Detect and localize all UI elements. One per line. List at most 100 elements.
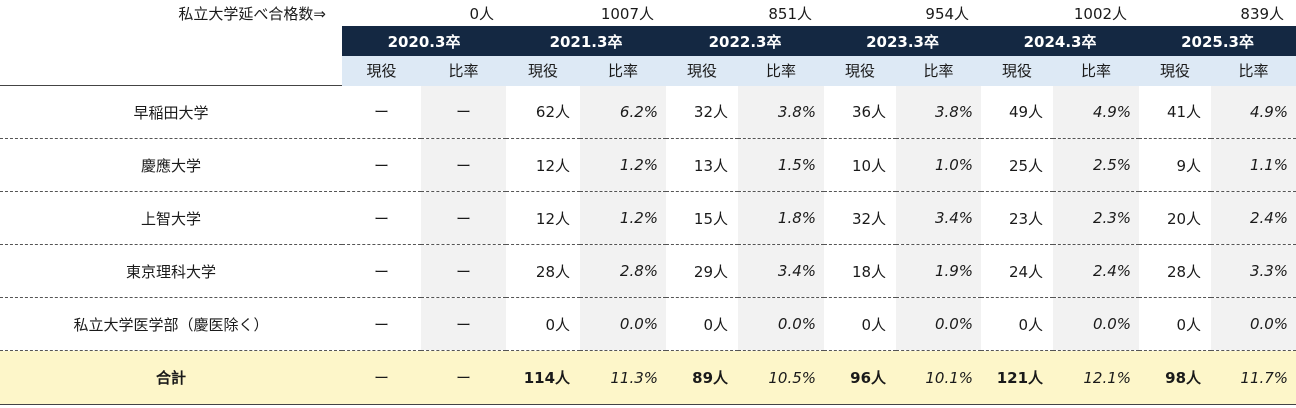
ratio-cell: 1.8%	[738, 191, 825, 245]
ratio-cell: 2.4%	[1053, 244, 1140, 298]
ratio-cell: 1.1%	[1211, 138, 1296, 192]
current-cell: ー	[342, 244, 421, 298]
table-row: 私立大学医学部（慶医除く） ー ー 0人 0.0% 0人 0.0% 0人 0.0…	[0, 297, 1296, 351]
current-cell: 12人	[506, 138, 581, 192]
ratio-cell: 0.0%	[738, 297, 825, 351]
total-current-cell: 96人	[824, 350, 897, 405]
count-2021: 1007人	[600, 4, 655, 23]
sub-header-current: 現役	[666, 56, 739, 86]
total-current-cell: 98人	[1139, 350, 1212, 405]
year-header: 2025.3卒	[1139, 26, 1296, 56]
ratio-cell: 2.8%	[580, 244, 667, 298]
table-row: 上智大学 ー ー 12人 1.2% 15人 1.8% 32人 3.4% 23人 …	[0, 191, 1296, 245]
current-cell: ー	[342, 297, 421, 351]
ratio-cell: ー	[421, 297, 507, 351]
total-current-cell: 114人	[506, 350, 581, 405]
ratio-cell: 1.9%	[896, 244, 982, 298]
ratio-cell: 3.8%	[896, 85, 982, 139]
sub-header-current: 現役	[1139, 56, 1212, 86]
current-cell: 25人	[981, 138, 1054, 192]
year-header-row: 2020.3卒 2021.3卒 2022.3卒 2023.3卒 2024.3卒 …	[0, 26, 1296, 56]
current-cell: 0人	[666, 297, 739, 351]
total-current-cell: 121人	[981, 350, 1054, 405]
year-header: 2022.3卒	[666, 26, 825, 56]
year-header: 2023.3卒	[824, 26, 982, 56]
ratio-cell: 1.0%	[896, 138, 982, 192]
ratio-cell: ー	[421, 244, 507, 298]
sub-header-ratio: 比率	[1211, 56, 1296, 86]
current-cell: ー	[342, 85, 421, 139]
sub-header-ratio: 比率	[896, 56, 982, 86]
count-2024: 1002人	[1073, 4, 1128, 23]
ratio-cell: 2.4%	[1211, 191, 1296, 245]
ratio-cell: 2.5%	[1053, 138, 1140, 192]
current-cell: 15人	[666, 191, 739, 245]
current-cell: 9人	[1139, 138, 1212, 192]
ratio-cell: 0.0%	[1211, 297, 1296, 351]
ratio-cell: ー	[421, 85, 507, 139]
ratio-cell: 1.2%	[580, 138, 667, 192]
sub-header-current: 現役	[506, 56, 581, 86]
current-cell: 41人	[1139, 85, 1212, 139]
current-cell: 12人	[506, 191, 581, 245]
total-ratio-cell: 10.1%	[896, 350, 982, 405]
count-2022: 851人	[768, 4, 813, 23]
count-2020: 0人	[469, 4, 495, 23]
year-header: 2020.3卒	[342, 26, 507, 56]
ratio-cell: 1.5%	[738, 138, 825, 192]
current-cell: ー	[342, 191, 421, 245]
sub-header-row: 現役 比率 現役 比率 現役 比率 現役 比率 現役 比率 現役 比率	[0, 56, 1296, 86]
table-row: 早稲田大学 ー ー 62人 6.2% 32人 3.8% 36人 3.8% 49人…	[0, 85, 1296, 139]
total-ratio-cell: ー	[421, 350, 507, 405]
total-ratio-cell: 12.1%	[1053, 350, 1140, 405]
ratio-cell: 3.3%	[1211, 244, 1296, 298]
sub-header-ratio: 比率	[1053, 56, 1140, 86]
current-cell: 10人	[824, 138, 897, 192]
ratio-cell: 4.9%	[1211, 85, 1296, 139]
ratio-cell: 0.0%	[1053, 297, 1140, 351]
count-2023: 954人	[925, 4, 970, 23]
table-row: 東京理科大学 ー ー 28人 2.8% 29人 3.4% 18人 1.9% 24…	[0, 244, 1296, 298]
year-header: 2021.3卒	[506, 26, 667, 56]
count-2025: 839人	[1240, 4, 1285, 23]
counts-row: 私立大学延べ合格数⇒ 0人 1007人 851人 954人 1002人 839人	[0, 0, 1296, 26]
ratio-cell: 6.2%	[580, 85, 667, 139]
ratio-cell: 3.4%	[738, 244, 825, 298]
total-ratio-cell: 11.7%	[1211, 350, 1296, 405]
current-cell: 32人	[824, 191, 897, 245]
ratio-cell: 0.0%	[580, 297, 667, 351]
current-cell: 0人	[506, 297, 581, 351]
total-ratio-cell: 11.3%	[580, 350, 667, 405]
university-name: 上智大学	[0, 191, 342, 245]
table-row: 慶應大学 ー ー 12人 1.2% 13人 1.5% 10人 1.0% 25人 …	[0, 138, 1296, 192]
current-cell: 32人	[666, 85, 739, 139]
sub-header-ratio: 比率	[738, 56, 825, 86]
sub-header-ratio: 比率	[421, 56, 507, 86]
ratio-cell: 3.8%	[738, 85, 825, 139]
total-current-cell: ー	[342, 350, 421, 405]
current-cell: 20人	[1139, 191, 1212, 245]
university-name: 東京理科大学	[0, 244, 342, 298]
ratio-cell: ー	[421, 191, 507, 245]
current-cell: ー	[342, 138, 421, 192]
year-header: 2024.3卒	[981, 26, 1140, 56]
ratio-cell: 2.3%	[1053, 191, 1140, 245]
current-cell: 29人	[666, 244, 739, 298]
sub-header-current: 現役	[824, 56, 897, 86]
current-cell: 18人	[824, 244, 897, 298]
current-cell: 36人	[824, 85, 897, 139]
ratio-cell: 4.9%	[1053, 85, 1140, 139]
blank-cell	[0, 56, 342, 86]
current-cell: 28人	[1139, 244, 1212, 298]
current-cell: 0人	[1139, 297, 1212, 351]
current-cell: 0人	[981, 297, 1054, 351]
current-cell: 13人	[666, 138, 739, 192]
ratio-cell: 1.2%	[580, 191, 667, 245]
counts-label: 私立大学延べ合格数⇒	[178, 4, 326, 23]
current-cell: 62人	[506, 85, 581, 139]
current-cell: 28人	[506, 244, 581, 298]
total-label: 合計	[0, 350, 342, 405]
total-ratio-cell: 10.5%	[738, 350, 825, 405]
